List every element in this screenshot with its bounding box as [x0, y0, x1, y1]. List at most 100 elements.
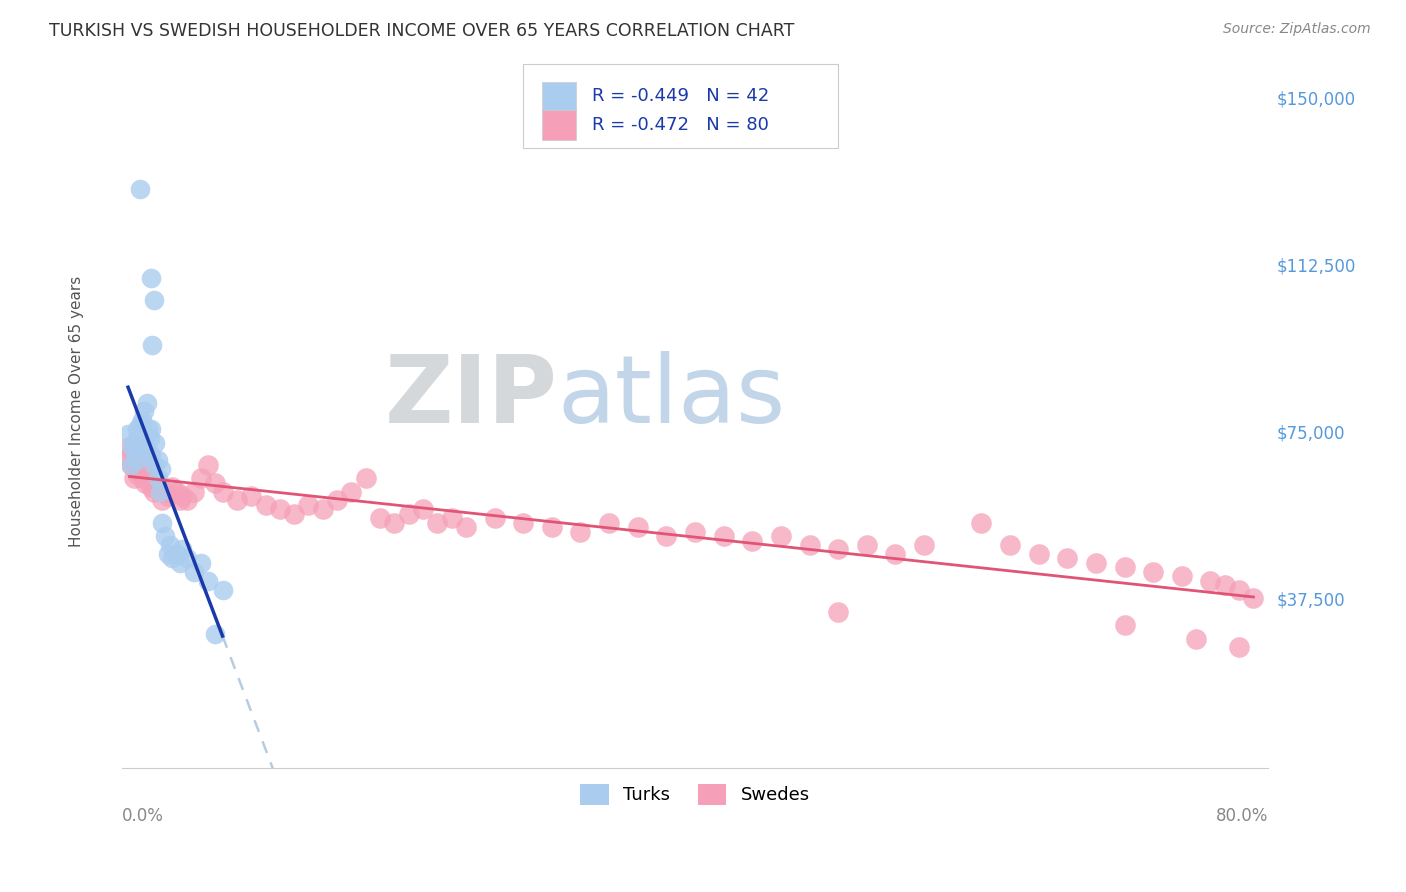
Point [162, 480, 184, 494]
Point [512, 516, 534, 530]
Point [1241, 591, 1264, 606]
Point [799, 538, 821, 552]
Point [655, 529, 678, 543]
Point [1084, 556, 1107, 570]
Point [155, 484, 177, 499]
Point [136, 422, 159, 436]
Point [127, 440, 149, 454]
FancyBboxPatch shape [541, 110, 576, 140]
Point [139, 480, 162, 494]
Point [269, 502, 291, 516]
Point [118, 449, 141, 463]
Point [169, 556, 191, 570]
Point [162, 551, 184, 566]
Point [121, 449, 143, 463]
Point [240, 489, 263, 503]
Point [132, 404, 155, 418]
Point [484, 511, 506, 525]
Point [136, 471, 159, 485]
Point [152, 493, 174, 508]
Point [297, 498, 319, 512]
Point [120, 458, 142, 472]
Point [1185, 632, 1208, 646]
Point [856, 538, 879, 552]
Point [117, 426, 139, 441]
Point [1227, 640, 1250, 655]
Point [827, 605, 849, 619]
Point [141, 337, 163, 351]
Point [211, 484, 233, 499]
Point [128, 182, 150, 196]
Point [146, 453, 169, 467]
Point [176, 493, 198, 508]
Point [146, 475, 169, 490]
Point [157, 489, 180, 503]
Text: Householder Income Over 65 years: Householder Income Over 65 years [69, 276, 84, 547]
Legend: Turks, Swedes: Turks, Swedes [572, 777, 817, 812]
Point [118, 440, 141, 454]
Point [204, 475, 226, 490]
Point [1171, 569, 1194, 583]
Point [741, 533, 763, 548]
Point [157, 547, 180, 561]
Text: atlas: atlas [558, 351, 786, 443]
Point [138, 462, 160, 476]
Point [142, 293, 165, 307]
Text: Source: ZipAtlas.com: Source: ZipAtlas.com [1223, 22, 1371, 37]
Point [827, 542, 849, 557]
Point [1056, 551, 1078, 566]
Point [131, 471, 153, 485]
Point [197, 458, 219, 472]
Point [211, 582, 233, 597]
Point [135, 395, 157, 409]
Point [368, 511, 391, 525]
Point [142, 484, 165, 499]
Point [183, 484, 205, 499]
Point [152, 516, 174, 530]
Point [541, 520, 564, 534]
Point [138, 431, 160, 445]
Point [128, 458, 150, 472]
Point [124, 462, 146, 476]
Point [454, 520, 477, 534]
Point [440, 511, 463, 525]
Point [139, 471, 162, 485]
Point [172, 489, 194, 503]
Point [129, 449, 152, 463]
Point [134, 475, 156, 490]
Point [139, 422, 162, 436]
Point [1028, 547, 1050, 561]
Point [683, 524, 706, 539]
Point [340, 484, 363, 499]
Point [426, 516, 449, 530]
Text: $75,000: $75,000 [1277, 425, 1346, 442]
Point [128, 417, 150, 432]
Point [204, 627, 226, 641]
Text: R = -0.449   N = 42: R = -0.449 N = 42 [592, 87, 769, 105]
Point [190, 471, 212, 485]
Point [125, 422, 148, 436]
Point [125, 453, 148, 467]
Point [142, 458, 165, 472]
Point [149, 462, 172, 476]
Point [176, 551, 198, 566]
Point [1199, 574, 1222, 588]
Text: 80.0%: 80.0% [1215, 807, 1268, 825]
Point [166, 484, 188, 499]
Point [312, 502, 335, 516]
Point [412, 502, 434, 516]
Point [183, 565, 205, 579]
Point [884, 547, 907, 561]
Point [1142, 565, 1164, 579]
Text: $112,500: $112,500 [1277, 258, 1357, 276]
Point [122, 435, 145, 450]
Point [125, 467, 148, 481]
Point [254, 498, 277, 512]
Point [155, 529, 177, 543]
Point [124, 444, 146, 458]
Point [970, 516, 993, 530]
Point [283, 507, 305, 521]
Text: ZIP: ZIP [385, 351, 558, 443]
Text: 0.0%: 0.0% [122, 807, 165, 825]
Point [132, 435, 155, 450]
